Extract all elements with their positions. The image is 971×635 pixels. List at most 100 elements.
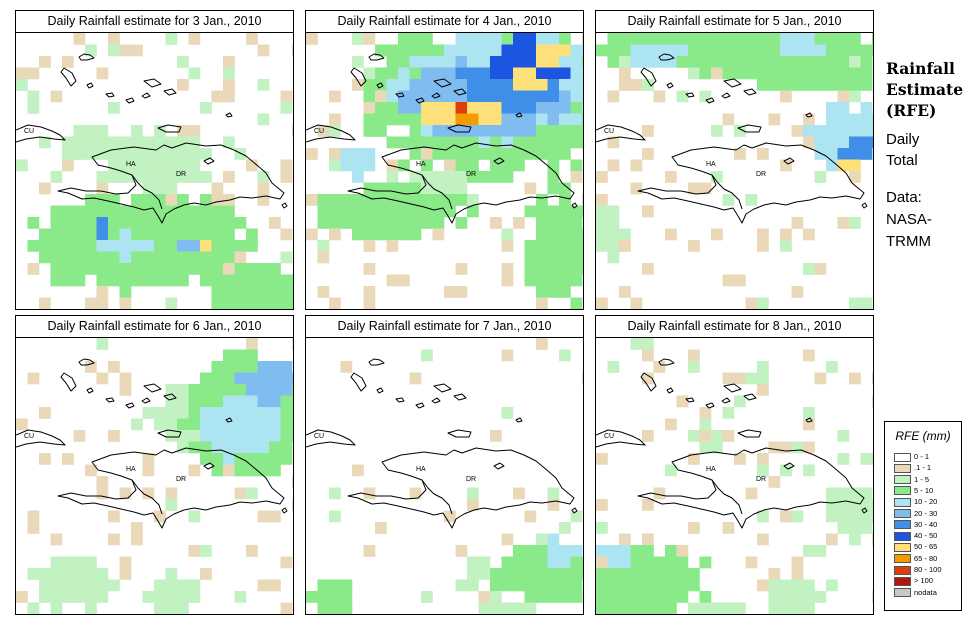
rainfall-cell bbox=[791, 67, 804, 80]
rainfall-cell bbox=[582, 263, 583, 275]
rainfall-cell bbox=[257, 453, 270, 465]
rainfall-cell bbox=[211, 240, 224, 252]
rainfall-cell bbox=[547, 136, 560, 149]
rainfall-cell bbox=[860, 125, 873, 137]
rainfall-cell bbox=[596, 453, 608, 465]
rainfall-cell bbox=[257, 361, 270, 373]
rainfall-cell bbox=[596, 499, 608, 511]
rainfall-cell bbox=[96, 125, 109, 137]
rainfall-cell bbox=[177, 441, 189, 454]
rainfall-cell bbox=[536, 136, 548, 149]
rainfall-cell bbox=[826, 533, 838, 546]
rainfall-cell bbox=[409, 56, 422, 68]
rainfall-cell bbox=[570, 90, 583, 103]
rainfall-cell bbox=[513, 79, 525, 91]
rainfall-cell bbox=[688, 67, 700, 80]
rainfall-cell bbox=[421, 102, 433, 114]
coastline bbox=[421, 479, 453, 515]
rainfall-cell bbox=[849, 171, 861, 183]
rainfall-cell bbox=[131, 171, 143, 183]
rainfall-cell bbox=[409, 90, 422, 103]
rainfall-cell bbox=[780, 90, 792, 103]
rainfall-cell bbox=[780, 510, 792, 523]
rainfall-cell bbox=[73, 240, 86, 252]
rainfall-cell bbox=[409, 136, 422, 149]
rainfall-cell bbox=[559, 56, 571, 68]
rainfall-cell bbox=[257, 430, 270, 442]
rainfall-cell bbox=[860, 499, 873, 511]
rainfall-cell bbox=[478, 44, 491, 57]
rainfall-cell bbox=[536, 217, 548, 229]
rainfall-cell bbox=[246, 228, 258, 241]
rainfall-cell bbox=[280, 556, 293, 569]
rainfall-cell bbox=[803, 441, 815, 454]
rainfall-cell bbox=[165, 171, 178, 183]
rainfall-cell bbox=[96, 67, 109, 80]
legend-label: nodata bbox=[914, 587, 937, 597]
rainfall-cell bbox=[803, 67, 815, 80]
rainfall-cell bbox=[688, 240, 700, 252]
rainfall-cell bbox=[559, 349, 571, 362]
rainfall-cell bbox=[536, 274, 548, 287]
rainfall-cell bbox=[73, 125, 86, 137]
rainfall-cell bbox=[363, 194, 376, 206]
rainfall-cell bbox=[596, 568, 608, 580]
rainfall-cell bbox=[513, 148, 525, 160]
coastline bbox=[157, 429, 182, 438]
rainfall-cell bbox=[478, 79, 491, 91]
rainfall-cell bbox=[478, 67, 491, 80]
legend-swatch bbox=[894, 497, 911, 507]
rainfall-cell bbox=[340, 602, 353, 614]
rainfall-cell bbox=[536, 33, 548, 45]
rainfall-cell bbox=[329, 297, 341, 309]
rainfall-cell bbox=[791, 510, 804, 523]
rainfall-cell bbox=[455, 194, 468, 206]
rainfall-cell bbox=[665, 579, 677, 592]
panel-jan8: Daily Rainfall estimate for 8 Jan., 2010… bbox=[595, 315, 874, 615]
country-label-cuba: CU bbox=[24, 433, 34, 440]
rainfall-cell bbox=[165, 148, 178, 160]
rainfall-cell bbox=[722, 407, 735, 419]
legend-label: 65 - 80 bbox=[914, 553, 938, 563]
rainfall-cell bbox=[188, 545, 201, 557]
rainfall-cell bbox=[455, 90, 468, 103]
rainfall-cell bbox=[467, 579, 479, 592]
rainfall-cell bbox=[768, 44, 781, 57]
rainfall-cell bbox=[803, 464, 815, 477]
rainfall-cell bbox=[85, 602, 97, 614]
rainfall-cell bbox=[234, 384, 247, 396]
rainfall-cell bbox=[421, 194, 433, 206]
rainfall-cell bbox=[455, 263, 468, 275]
rainfall-cell bbox=[630, 545, 643, 557]
rainfall-cell bbox=[490, 579, 502, 592]
rainfall-cell bbox=[524, 568, 537, 580]
rainfall-cell bbox=[223, 205, 235, 218]
rainfall-cell bbox=[688, 182, 700, 195]
rainfall-cell bbox=[803, 407, 815, 419]
rainfall-cell bbox=[211, 90, 224, 103]
coastline bbox=[163, 393, 177, 401]
rainfall-cell bbox=[570, 79, 583, 91]
rainfall-cell bbox=[421, 44, 433, 57]
rainfall-cell bbox=[501, 90, 514, 103]
rainfall-cell bbox=[398, 33, 410, 45]
rainfall-cell bbox=[188, 395, 201, 408]
rainfall-cell bbox=[653, 90, 666, 103]
coastline bbox=[203, 462, 215, 470]
rainfall-cell bbox=[234, 263, 247, 275]
rainfall-cell bbox=[85, 217, 97, 229]
rainfall-cell bbox=[269, 263, 281, 275]
rainfall-cell bbox=[860, 510, 873, 523]
rainfall-cell bbox=[619, 533, 631, 546]
rainfall-cell bbox=[513, 568, 525, 580]
rainfall-cell bbox=[154, 263, 166, 275]
rainfall-cell bbox=[559, 579, 571, 592]
rainfall-cell bbox=[849, 217, 861, 229]
rainfall-cell bbox=[96, 372, 109, 385]
rainfall-cell bbox=[200, 568, 212, 580]
country-label-cuba: CU bbox=[604, 128, 614, 135]
rainfall-cell bbox=[814, 148, 827, 160]
rainfall-cell bbox=[490, 125, 502, 137]
rainfall-cell bbox=[734, 372, 746, 385]
rainfall-cell bbox=[131, 533, 143, 546]
